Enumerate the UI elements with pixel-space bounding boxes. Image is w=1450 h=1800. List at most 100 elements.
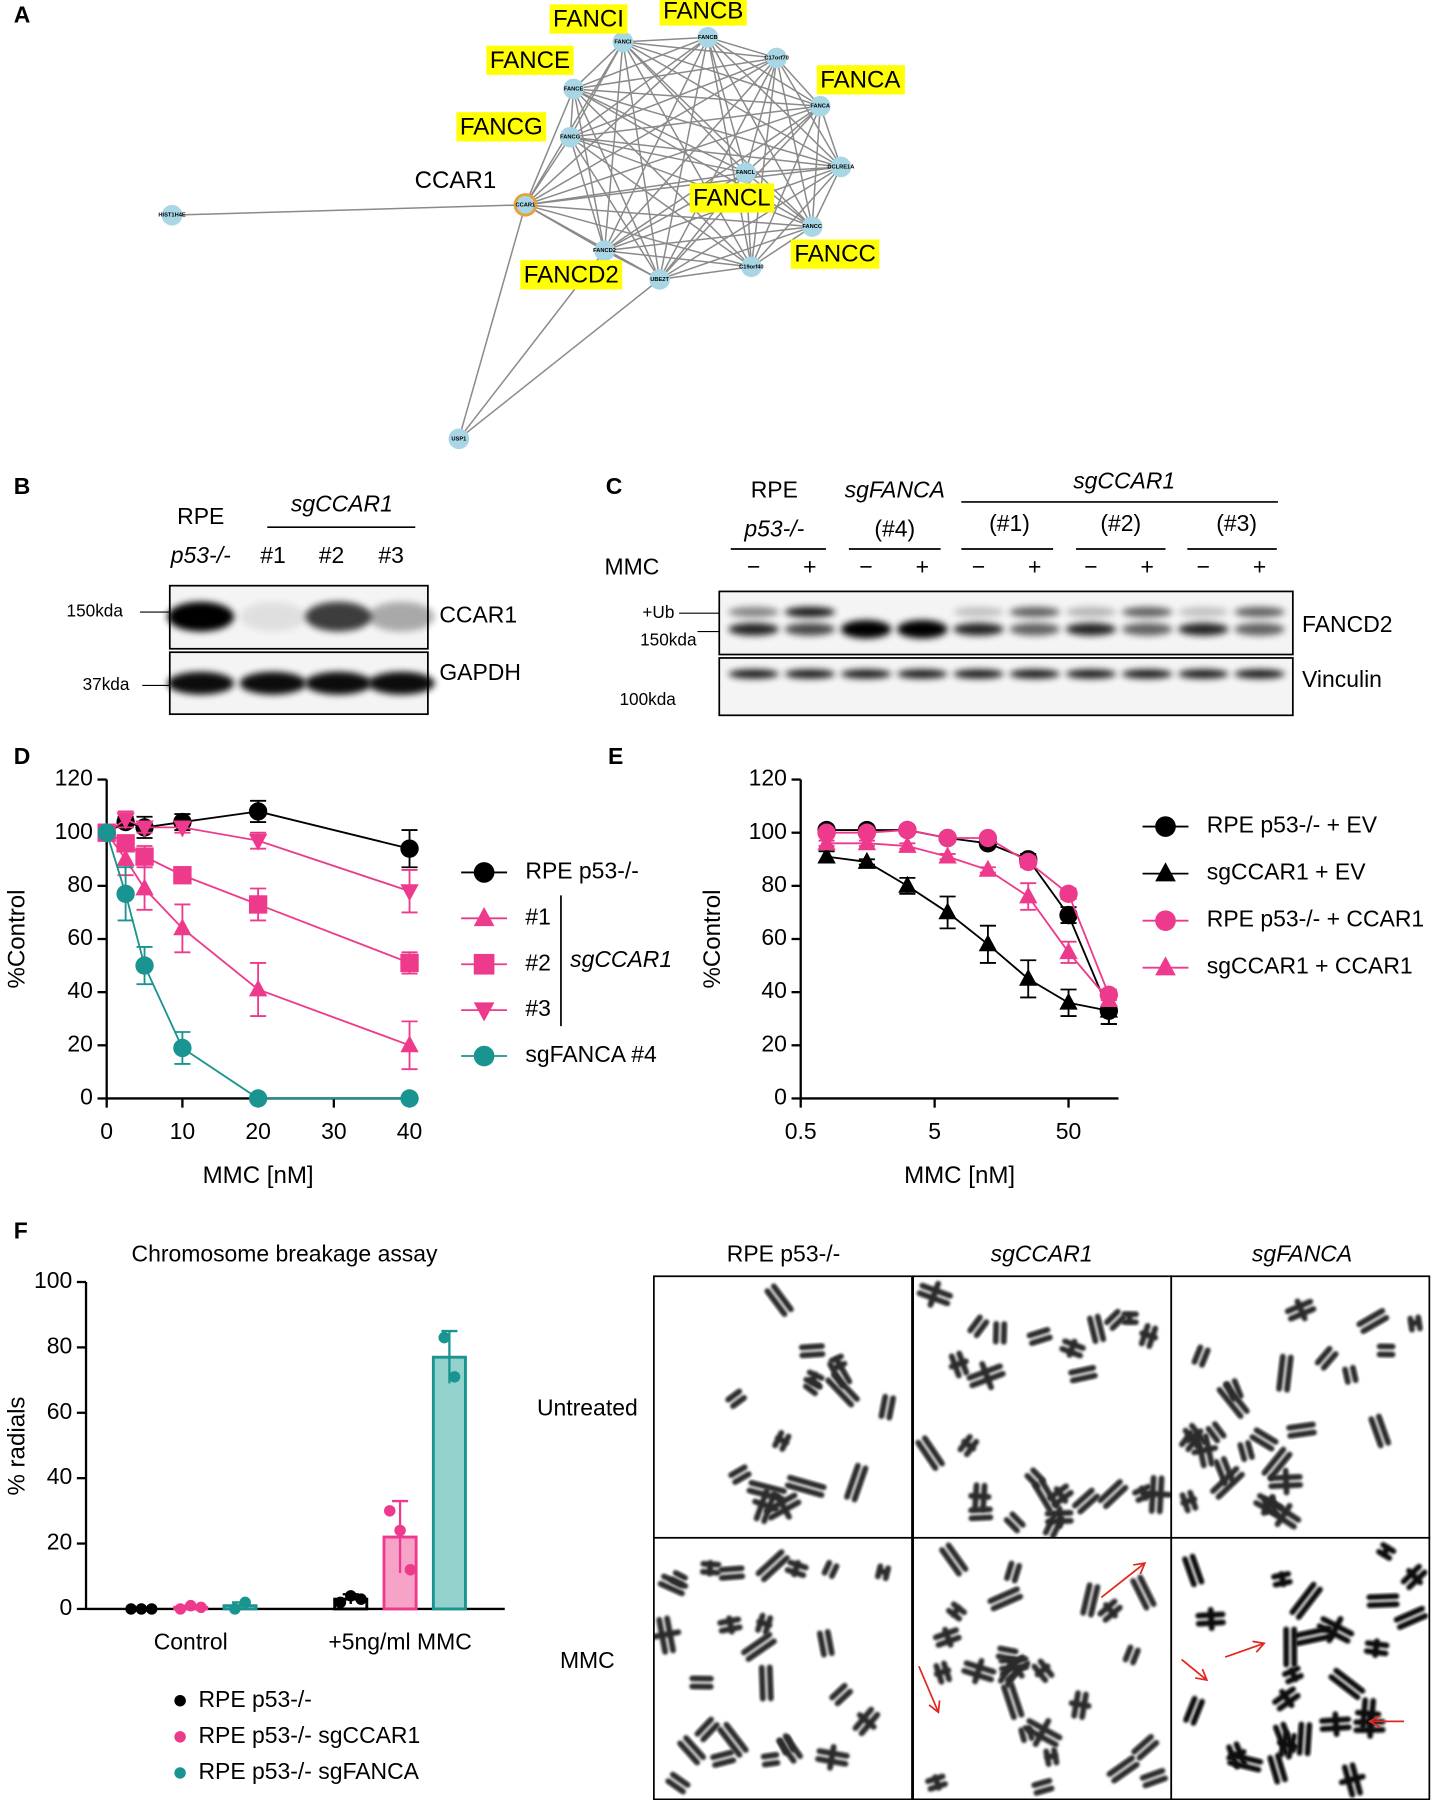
edge <box>745 172 813 228</box>
chromatid <box>1215 1471 1245 1500</box>
band <box>167 671 235 695</box>
data-point <box>400 1035 419 1053</box>
legend-marker <box>473 1002 495 1022</box>
chromosome <box>1001 1681 1025 1721</box>
chromatid <box>1396 1613 1429 1630</box>
chromatid <box>1199 1347 1211 1368</box>
band <box>897 669 948 679</box>
node <box>513 193 538 217</box>
edge <box>622 36 708 43</box>
node-label: FANCB <box>698 35 718 41</box>
edge <box>570 105 821 138</box>
edge <box>573 88 842 168</box>
chromosome <box>1319 1711 1352 1737</box>
blot-header: p53-/- <box>170 542 231 568</box>
legend-label: #1 <box>525 903 551 929</box>
chromosome <box>1276 1353 1294 1393</box>
micrograph <box>913 1537 1172 1800</box>
data-point <box>173 1038 192 1058</box>
chromosome <box>699 1559 722 1577</box>
chromosome <box>829 1682 854 1707</box>
size-marker: 150kda <box>640 629 697 649</box>
chromatid <box>1274 1502 1293 1528</box>
chromatid <box>973 1319 990 1339</box>
band <box>1009 669 1060 679</box>
chromatid <box>832 1360 848 1371</box>
band <box>1121 606 1173 618</box>
legend-label: #2 <box>525 949 551 975</box>
edge <box>573 88 746 174</box>
chromatid <box>1139 1767 1166 1781</box>
chromosome <box>948 1350 970 1379</box>
band <box>784 622 836 636</box>
blot <box>718 657 1294 717</box>
chromatid <box>1212 1421 1227 1439</box>
x-tick-label: 5 <box>928 1118 941 1144</box>
blot-group: sgCCAR1 <box>291 490 393 516</box>
chromosome <box>1368 1413 1392 1449</box>
chromatid <box>932 1774 942 1791</box>
chromatid <box>1018 1727 1027 1744</box>
chromosome <box>1363 1638 1390 1658</box>
edge <box>524 136 571 206</box>
chromatid <box>997 1645 1019 1655</box>
chromatid <box>1210 1465 1240 1494</box>
band <box>167 601 235 632</box>
chromosome <box>1191 1344 1211 1368</box>
chromatid <box>730 1394 747 1409</box>
lane-group: (#1) <box>989 510 1030 536</box>
chromosome <box>967 1314 990 1339</box>
edge <box>569 41 624 138</box>
band <box>305 601 372 632</box>
edge <box>525 105 821 206</box>
chromatid <box>752 1498 780 1513</box>
chromatid <box>1295 1586 1323 1620</box>
y-tick-label: 0 <box>60 1594 73 1620</box>
chromatid <box>1033 1785 1055 1796</box>
chromatid <box>1326 1616 1344 1644</box>
legend-marker <box>174 1694 186 1707</box>
lane-label: #1 <box>260 542 286 568</box>
chromatid <box>1000 1321 1008 1345</box>
edge <box>570 136 841 168</box>
chromatid <box>723 1721 749 1753</box>
chromatid <box>784 1482 825 1498</box>
chromosome <box>1316 1616 1355 1644</box>
chromatid <box>1408 1319 1422 1327</box>
edge <box>811 106 821 227</box>
node-label: USP1 <box>451 436 467 442</box>
blot-row-label: Vinculin <box>1302 666 1382 692</box>
panel-label: E <box>608 743 623 769</box>
callout: CCAR1 <box>415 167 497 194</box>
data-point <box>248 1089 268 1108</box>
node-label: UBE2T <box>650 277 669 283</box>
chromatid <box>728 1464 748 1478</box>
data-point <box>898 875 917 893</box>
y-tick-label: 40 <box>47 1463 73 1489</box>
edge <box>604 249 752 268</box>
chromosome <box>933 1660 952 1685</box>
chromosome <box>1132 1483 1155 1503</box>
band <box>239 601 307 632</box>
image-column: sgFANCA <box>1252 1241 1352 1267</box>
edge <box>573 88 821 107</box>
edge <box>569 136 752 268</box>
chromatid <box>1034 1663 1051 1678</box>
chromatid <box>1072 1487 1095 1509</box>
blot <box>718 590 1294 656</box>
chromatid <box>1066 1338 1078 1358</box>
edge <box>776 57 821 107</box>
edge <box>745 166 841 174</box>
chromatid <box>1097 1478 1123 1504</box>
chromatid <box>1284 1354 1294 1393</box>
chromatid <box>876 1568 890 1576</box>
chromosome <box>1191 1433 1219 1469</box>
x-axis-title: MMC [nM] <box>203 1162 314 1189</box>
band <box>305 671 372 695</box>
band <box>368 601 435 632</box>
lane-group: (#2) <box>1100 510 1141 536</box>
chromosome <box>1283 1626 1298 1668</box>
chromosome <box>987 1586 1024 1612</box>
chart-title: Chromosome breakage assay <box>132 1241 439 1267</box>
edge <box>603 57 778 252</box>
